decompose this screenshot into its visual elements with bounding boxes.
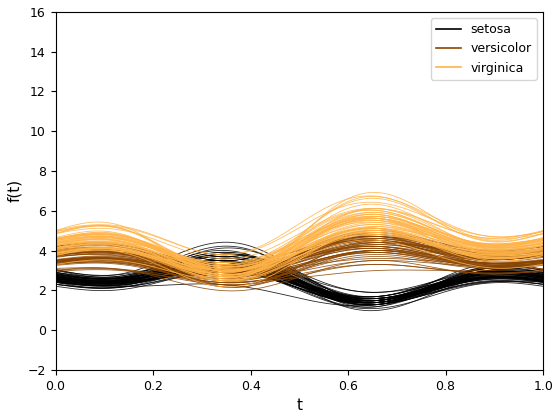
Y-axis label: f(t): f(t) — [7, 179, 22, 202]
X-axis label: t: t — [296, 398, 302, 413]
Legend: setosa, versicolor, virginica: setosa, versicolor, virginica — [431, 18, 537, 80]
